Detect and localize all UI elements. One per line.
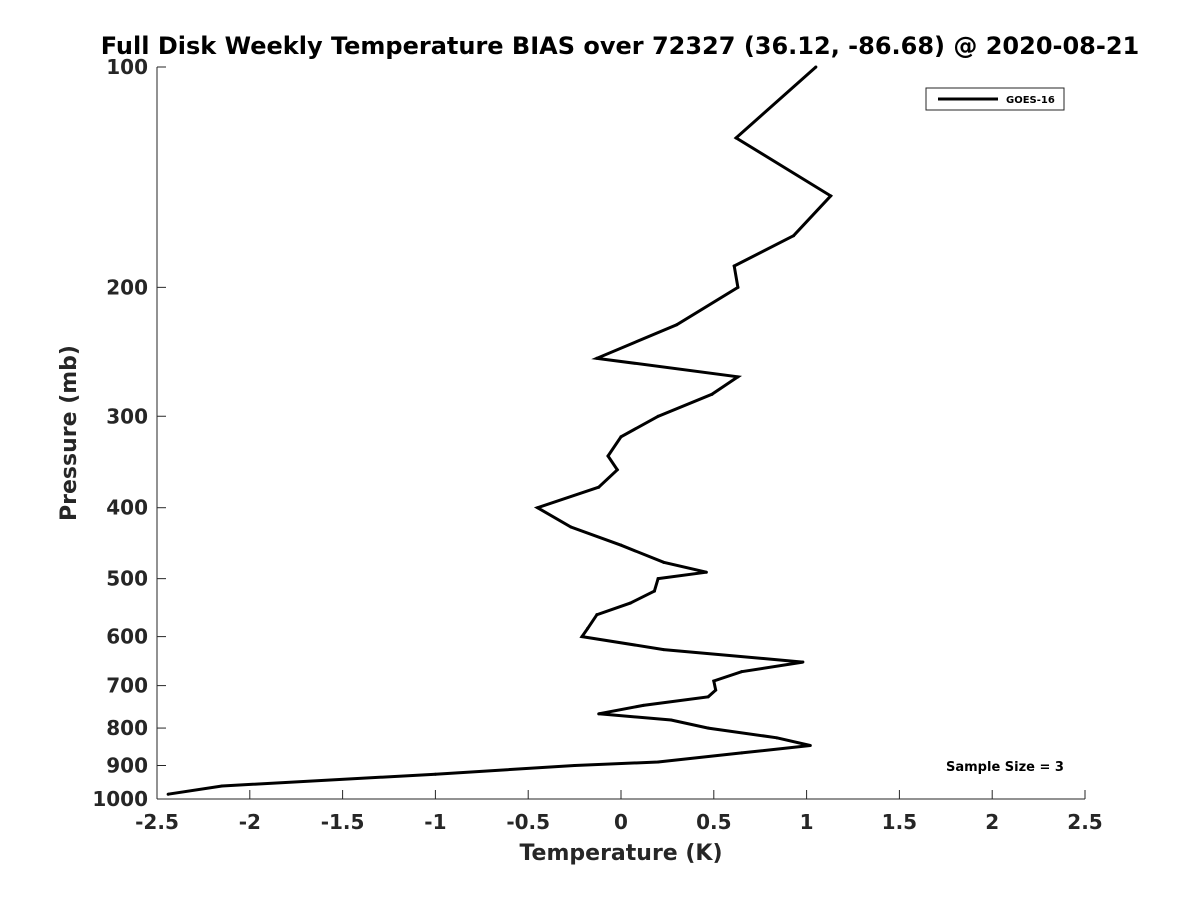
x-ticks: -2.5 -2 -1.5 -1 -0.5 0 0.5 1 1.5 2 2.5 <box>135 790 1103 834</box>
series-point <box>606 454 610 458</box>
series-point <box>740 751 744 755</box>
y-tick-label: 900 <box>106 754 148 778</box>
series-point <box>734 136 738 140</box>
series-point <box>433 772 437 776</box>
x-tick-label: -1 <box>424 810 446 834</box>
series-point <box>704 570 708 574</box>
x-tick-label: -1.5 <box>321 810 365 834</box>
y-axis-label: Pressure (mb) <box>57 345 82 521</box>
series-point <box>736 375 740 379</box>
series-point <box>706 726 710 730</box>
series-point <box>675 323 679 327</box>
series-point <box>619 543 623 547</box>
x-tick-label: 2.5 <box>1067 810 1102 834</box>
series-point <box>732 264 736 268</box>
series-point <box>662 648 666 652</box>
series-line-goes-16 <box>167 65 834 796</box>
series-point <box>740 670 744 674</box>
series-point <box>597 485 601 489</box>
x-tick-label: -2 <box>239 810 261 834</box>
x-tick-label: -2.5 <box>135 810 179 834</box>
series-point <box>656 414 660 418</box>
x-tick-label: 1.5 <box>882 810 917 834</box>
series-point <box>656 577 660 581</box>
series-point <box>573 764 577 768</box>
series-point <box>597 712 601 716</box>
series-point <box>814 65 818 69</box>
series-point <box>628 601 632 605</box>
series-point <box>706 695 710 699</box>
series-points <box>166 65 833 796</box>
series-point <box>808 743 812 747</box>
series-point <box>615 468 619 472</box>
series-point <box>712 679 716 683</box>
series-point <box>619 435 623 439</box>
y-tick-label: 700 <box>106 674 148 698</box>
series-point <box>220 784 224 788</box>
x-axis-label: Temperature (K) <box>519 841 722 866</box>
y-tick-label: 500 <box>106 567 148 591</box>
legend: GOES-16 <box>925 87 1065 111</box>
series-point <box>569 525 573 529</box>
x-tick-label: 2 <box>985 810 999 834</box>
series-point <box>714 688 718 692</box>
series-point <box>641 703 645 707</box>
x-tick-label: 1 <box>800 810 814 834</box>
series-point <box>652 589 656 593</box>
series-point <box>535 506 539 510</box>
series-point <box>801 660 805 664</box>
x-tick-label: 0.5 <box>696 810 731 834</box>
series-point <box>669 718 673 722</box>
series-point <box>595 613 599 617</box>
series-point <box>710 392 714 396</box>
series-point <box>166 792 170 796</box>
y-tick-label: 800 <box>106 716 148 740</box>
axes <box>156 67 1085 800</box>
series-point <box>662 560 666 564</box>
series-point <box>580 635 584 639</box>
x-tick-label: 0 <box>614 810 628 834</box>
y-tick-label: 300 <box>106 404 148 428</box>
y-tick-label: 100 <box>106 55 148 79</box>
x-tick-label: -0.5 <box>506 810 550 834</box>
y-tick-label: 400 <box>106 496 148 520</box>
series-point <box>736 285 740 289</box>
y-tick-label: 200 <box>106 275 148 299</box>
y-tick-label: 1000 <box>92 787 148 811</box>
y-ticks: 100 200 300 400 500 600 700 800 900 1000 <box>92 55 166 811</box>
series-point <box>595 356 599 360</box>
y-tick-label: 600 <box>106 625 148 649</box>
series-point <box>586 627 590 631</box>
series-point <box>829 194 833 198</box>
series-point <box>775 736 779 740</box>
chart-title: Full Disk Weekly Temperature BIAS over 7… <box>101 32 1140 60</box>
series-point <box>656 760 660 764</box>
series-point <box>792 234 796 238</box>
sample-size-annotation: Sample Size = 3 <box>946 760 1064 775</box>
legend-entry-goes-16: GOES-16 <box>1006 95 1055 106</box>
